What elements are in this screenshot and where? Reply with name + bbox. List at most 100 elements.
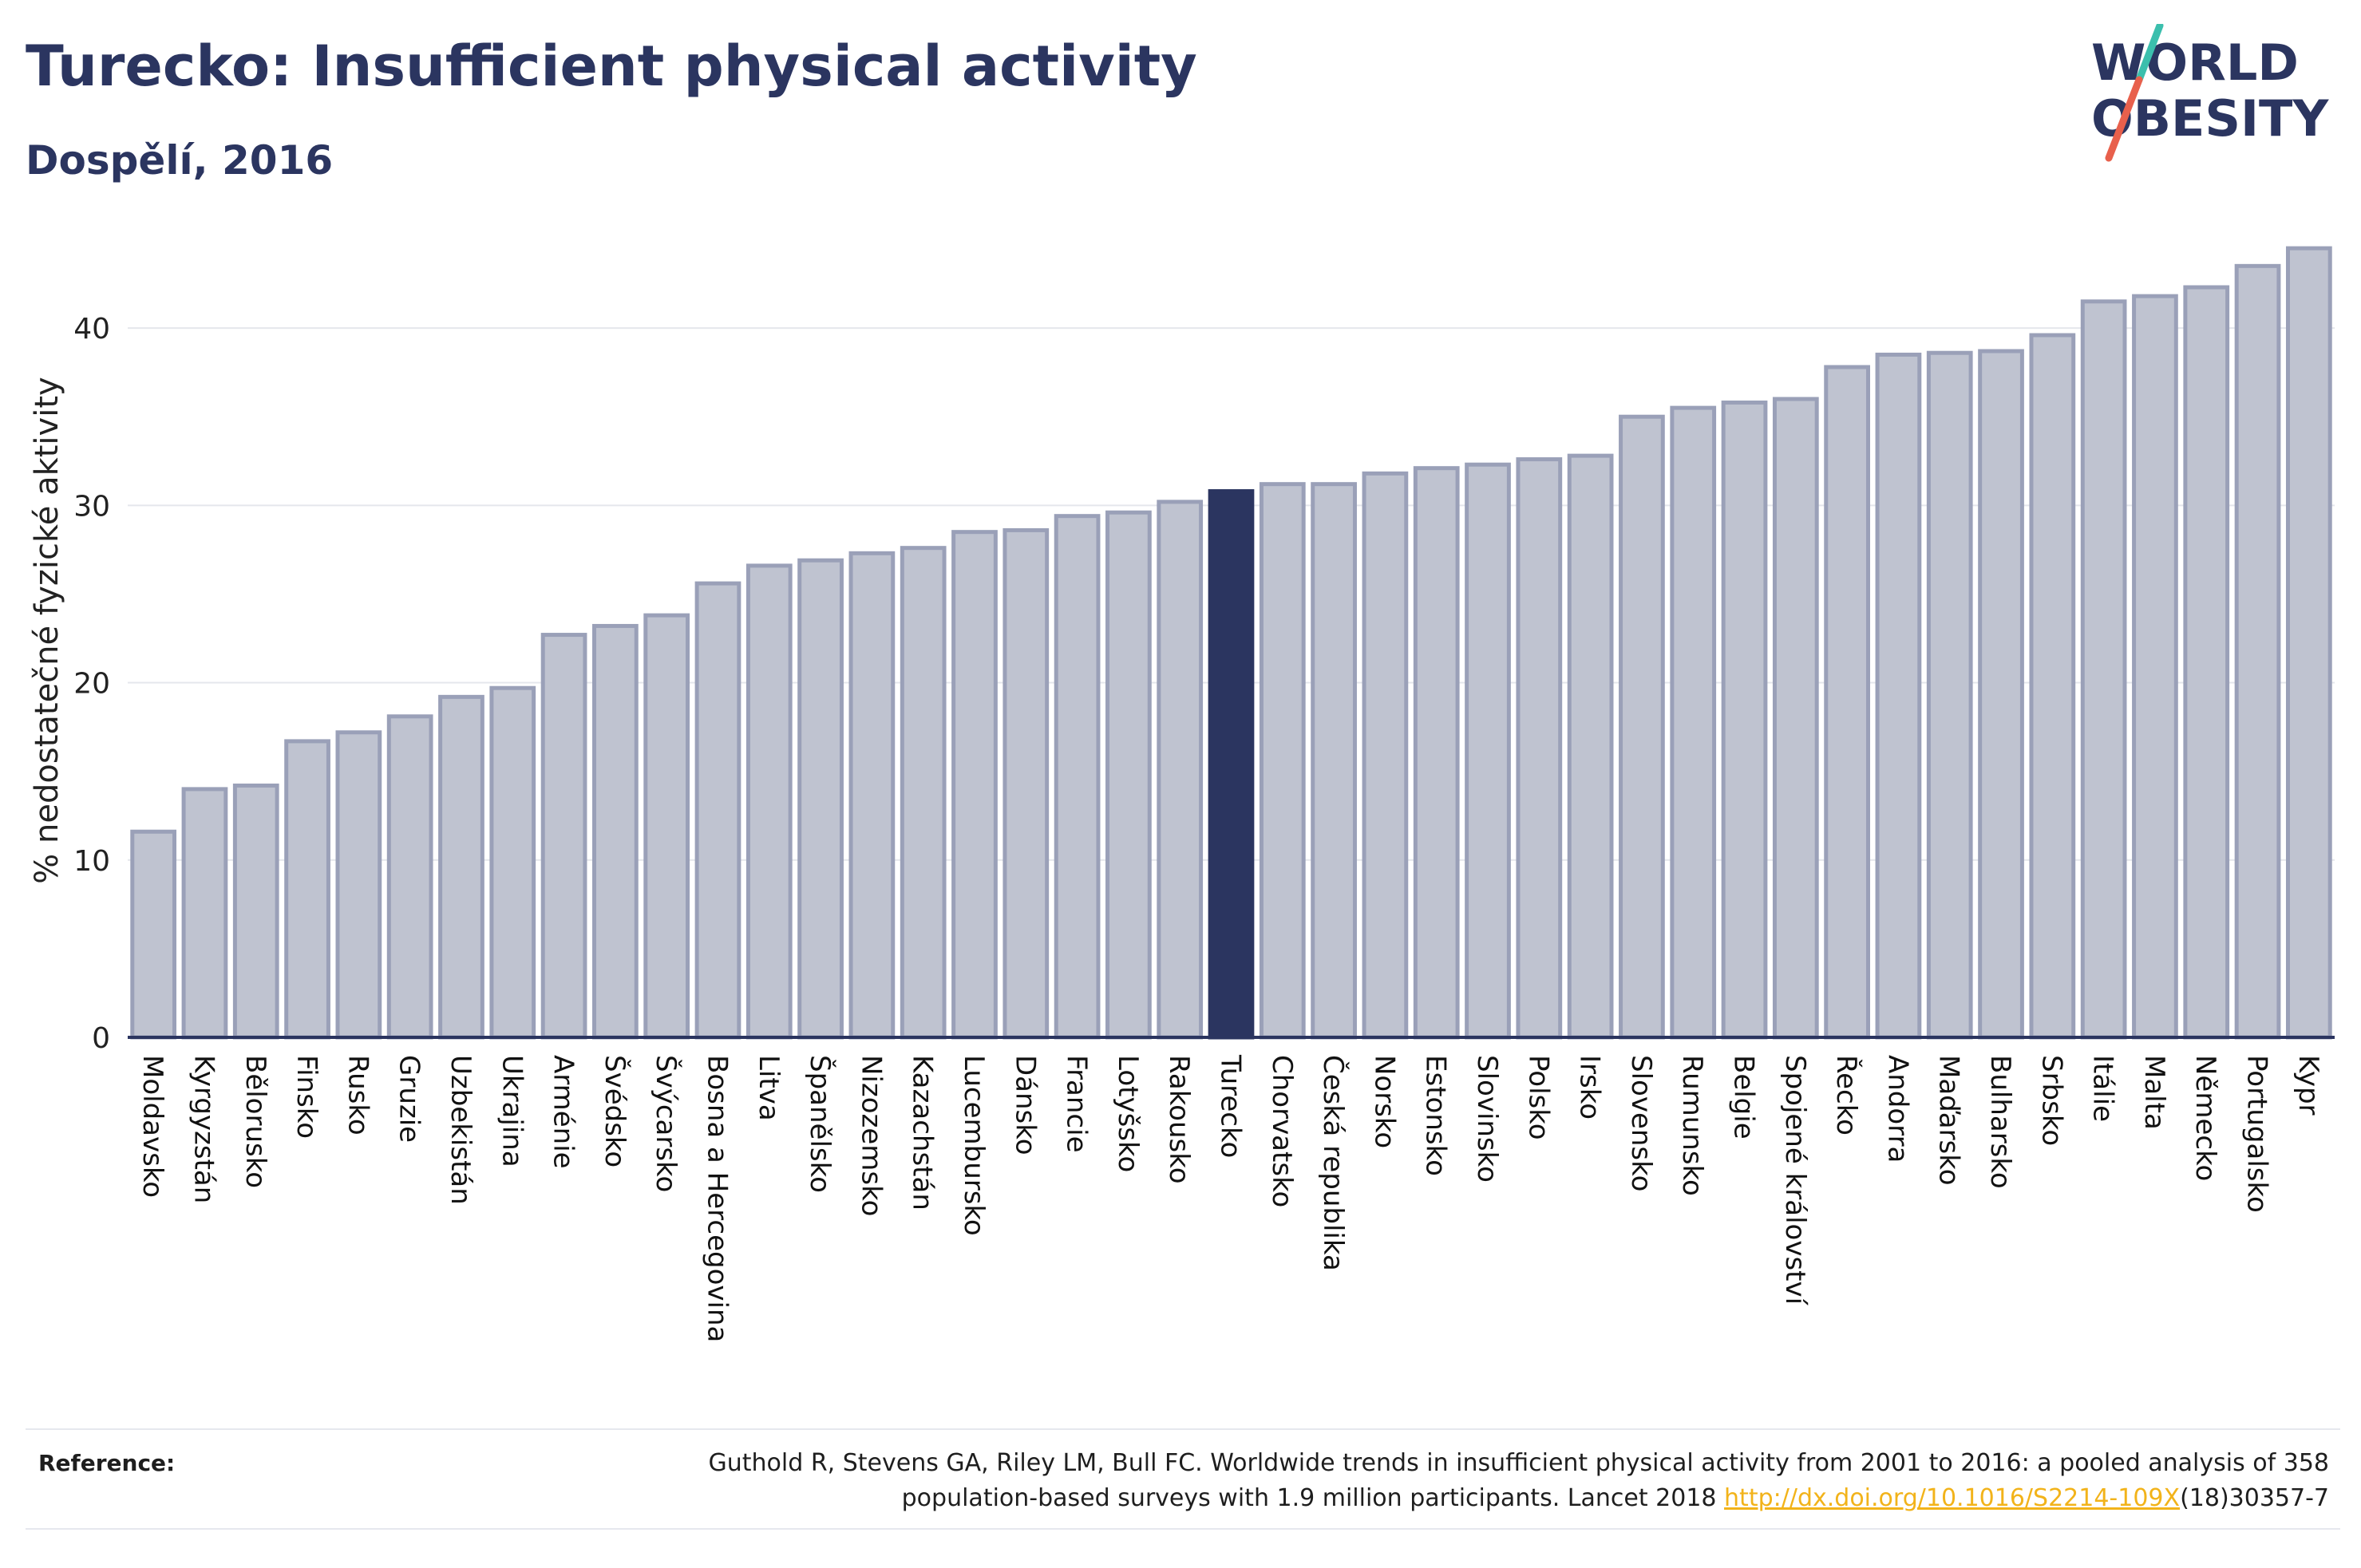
x-tick-label: Malta <box>2138 1055 2170 1130</box>
x-tick-label: Kyrgyzstán <box>188 1055 219 1203</box>
logo-word-world: WORLD <box>2091 34 2299 92</box>
x-tick-label: Irsko <box>1574 1055 1606 1120</box>
bar <box>1978 349 2024 1040</box>
x-tick-label: Bulharsko <box>1984 1055 2016 1189</box>
bar <box>848 551 896 1040</box>
bar <box>1311 482 1357 1040</box>
bar <box>694 581 742 1040</box>
y-tick-label: 20 <box>73 668 110 701</box>
x-tick-label: Lucembursko <box>958 1055 990 1236</box>
x-tick-label: Švýcarsko <box>650 1055 682 1192</box>
bar-chart: 0 10 20 30 40 Moldavsko Kyrgyzstán Bělorusko Fin… <box>29 246 2335 1342</box>
x-tick-label: Andorra <box>1881 1055 1913 1163</box>
x-tick-label: Slovinsko <box>1471 1055 1503 1183</box>
bar <box>1157 500 1204 1040</box>
x-tick-label: Spojené království <box>1779 1055 1811 1306</box>
x-tick-label: Německo <box>2189 1055 2221 1181</box>
bar <box>540 633 587 1040</box>
bar <box>2234 263 2281 1040</box>
x-tick-label: Rakousko <box>1163 1055 1195 1184</box>
bars <box>130 246 2332 1040</box>
bar <box>1259 482 1306 1040</box>
x-tick-label: Bosna a Hercegovina <box>701 1055 733 1342</box>
chart-title: Turecko: Insufficient physical activity <box>26 34 1197 99</box>
axes: 0 10 20 30 40 Moldavsko Kyrgyzstán Bělorusko Fin… <box>73 313 2335 1342</box>
bar <box>1619 414 1665 1040</box>
y-tick-label: 40 <box>73 313 110 346</box>
bar <box>1772 397 1819 1040</box>
bar <box>2183 285 2230 1040</box>
bar <box>2080 299 2127 1040</box>
x-tick-label: Kypr <box>2292 1055 2324 1116</box>
x-tick-label: Nizozemsko <box>855 1055 887 1216</box>
bar <box>335 730 382 1040</box>
bar <box>1875 352 1922 1040</box>
x-tick-label: Arménie <box>548 1055 579 1169</box>
bar <box>745 563 793 1040</box>
bar <box>1721 400 1768 1040</box>
bar <box>1362 471 1409 1040</box>
bar-highlight <box>1208 489 1255 1040</box>
bar <box>1003 527 1050 1040</box>
x-tick-label: Kazachstán <box>907 1055 939 1211</box>
bar <box>1824 365 1870 1040</box>
y-tick-label: 10 <box>73 845 110 878</box>
x-tick-label: Litva <box>753 1055 785 1121</box>
bar <box>181 787 228 1040</box>
reference-divider-bottom <box>26 1528 2340 1530</box>
bar <box>1054 514 1101 1040</box>
bar <box>2132 294 2178 1040</box>
y-axis-label: % nedostatečné fyzické aktivity <box>29 377 65 883</box>
reference-text: Guthold R, Stevens GA, Riley LM, Bull FC… <box>374 1446 2329 1516</box>
x-tick-label: Belgie <box>1728 1055 1760 1139</box>
bar <box>900 546 947 1040</box>
y-tick-label: 30 <box>73 490 110 523</box>
bar <box>643 613 690 1040</box>
reference-line2-start: population-based surveys with 1.9 millio… <box>901 1484 1725 1512</box>
bar <box>797 558 844 1040</box>
x-tick-label: Itálie <box>2087 1055 2119 1122</box>
bar <box>951 530 998 1040</box>
x-tick-label: Chorvatsko <box>1266 1055 1298 1207</box>
reference-line2-end: (18)30357-7 <box>2180 1484 2329 1512</box>
bar <box>1670 405 1717 1040</box>
x-tick-label: Maďarsko <box>1933 1055 1965 1186</box>
reference-line1: Guthold R, Stevens GA, Riley LM, Bull FC… <box>708 1449 2329 1477</box>
bar <box>592 623 639 1040</box>
x-tick-label: Dánsko <box>1009 1055 1041 1155</box>
x-tick-label: Rusko <box>342 1055 374 1136</box>
bar <box>2285 246 2332 1040</box>
x-tick-label: Švédsko <box>599 1055 631 1167</box>
bar <box>284 739 330 1040</box>
reference-label: Reference: <box>38 1450 176 1476</box>
bar <box>1567 453 1614 1040</box>
reference-doi-link[interactable]: http://dx.doi.org/10.1016/S2214-109X <box>1724 1484 2181 1512</box>
x-tick-label: Srbsko <box>2035 1055 2067 1146</box>
x-tick-label: Portugalsko <box>2241 1055 2273 1213</box>
x-tick-label: Estonsko <box>1420 1055 1452 1176</box>
bar <box>1105 510 1152 1040</box>
world-obesity-logo: WORLD OBESITY <box>2091 24 2329 162</box>
bar <box>2029 333 2076 1040</box>
x-tick-label: Ukrajina <box>496 1055 528 1167</box>
bar <box>1516 457 1563 1040</box>
x-tick-label: Finsko <box>291 1055 322 1139</box>
bar <box>232 783 279 1040</box>
bar <box>489 685 536 1040</box>
x-tick-label: Česká republika <box>1317 1055 1350 1271</box>
bar <box>386 714 433 1040</box>
x-tick-label: Řecko <box>1830 1055 1863 1136</box>
bar <box>438 694 484 1040</box>
x-tick-label: Lotyšsko <box>1112 1055 1144 1172</box>
reference-divider-top <box>26 1428 2340 1430</box>
x-tick-label: Moldavsko <box>136 1055 168 1198</box>
x-tick-label: Gruzie <box>394 1055 425 1143</box>
x-tick-label: Polsko <box>1522 1055 1554 1140</box>
x-tick-label: Slovensko <box>1625 1055 1657 1191</box>
bar <box>1926 350 1973 1040</box>
y-tick-label: 0 <box>92 1022 110 1055</box>
chart-subtitle: Dospělí, 2016 <box>26 137 334 184</box>
x-tick-label: Turecko <box>1215 1054 1247 1158</box>
x-tick-label: Uzbekistán <box>445 1055 477 1205</box>
x-tick-label: Francie <box>1061 1055 1093 1153</box>
